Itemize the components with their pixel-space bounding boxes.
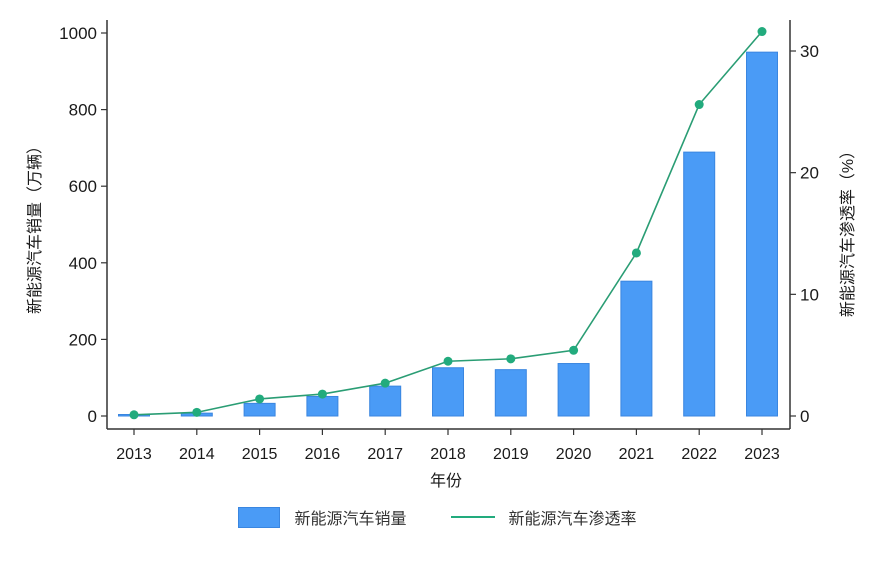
penetration-point: [255, 394, 265, 404]
left-axis-tick-label: 0: [88, 407, 97, 426]
right-axis-tick-label: 10: [800, 285, 819, 304]
sales-bar: [369, 385, 402, 417]
right-axis-tick-label: 0: [800, 407, 809, 426]
line-swatch-icon: [450, 516, 495, 518]
legend-item-penetration: 新能源汽车渗透率: [450, 505, 637, 529]
sales-bar: [746, 51, 778, 417]
sales-bar: [494, 369, 527, 417]
sales-bar: [306, 395, 339, 417]
penetration-point: [757, 27, 767, 37]
x-axis-tick-label: 2022: [681, 446, 717, 463]
penetration-point: [569, 345, 579, 355]
x-axis-tick-label: 2020: [556, 446, 592, 463]
sales-bar: [620, 280, 653, 417]
penetration-point: [443, 356, 453, 366]
right-axis-tick-label: 30: [800, 42, 819, 61]
penetration-point: [317, 389, 327, 399]
right-axis-tick-label: 20: [800, 164, 819, 183]
sales-bar: [243, 402, 276, 417]
x-axis-tick-label: 2015: [242, 446, 278, 463]
penetration-point: [192, 407, 202, 417]
left-axis-tick-label: 600: [69, 177, 97, 196]
x-axis-tick-label: 2014: [179, 446, 215, 463]
penetration-point: [631, 248, 641, 258]
chart-legend: 新能源汽车销量 新能源汽车渗透率: [0, 505, 875, 529]
penetration-point: [380, 378, 390, 388]
x-axis-tick-label: 2019: [493, 446, 529, 463]
x-axis-tick-label: 2021: [619, 446, 655, 463]
x-axis-tick-label: 2023: [744, 446, 780, 463]
x-axis-title: 年份: [430, 472, 462, 490]
penetration-point: [694, 100, 704, 110]
left-axis-tick-label: 800: [69, 101, 97, 120]
x-axis-tick-label: 2018: [430, 446, 466, 463]
left-axis-tick-label: 400: [69, 254, 97, 273]
x-axis-tick-label: 2016: [305, 446, 341, 463]
x-axis-tick-label: 2017: [367, 446, 403, 463]
sales-bar: [557, 363, 590, 417]
right-axis-title: 新能源汽车渗透率（%）: [839, 143, 857, 317]
legend-label-penetration: 新能源汽车渗透率: [508, 509, 637, 528]
bar-swatch-icon: [238, 506, 281, 528]
penetration-point: [506, 354, 516, 364]
legend-item-sales: 新能源汽车销量: [238, 505, 407, 529]
left-axis-tick-label: 200: [69, 330, 97, 349]
x-axis-tick-label: 2013: [116, 446, 152, 463]
sales-bar: [683, 151, 716, 417]
legend-label-sales: 新能源汽车销量: [294, 509, 407, 528]
penetration-point: [129, 410, 139, 420]
sales-bar: [432, 367, 464, 417]
left-axis-tick-label: 1000: [59, 24, 97, 43]
left-axis-title: 新能源汽车销量（万辆）: [26, 138, 44, 314]
